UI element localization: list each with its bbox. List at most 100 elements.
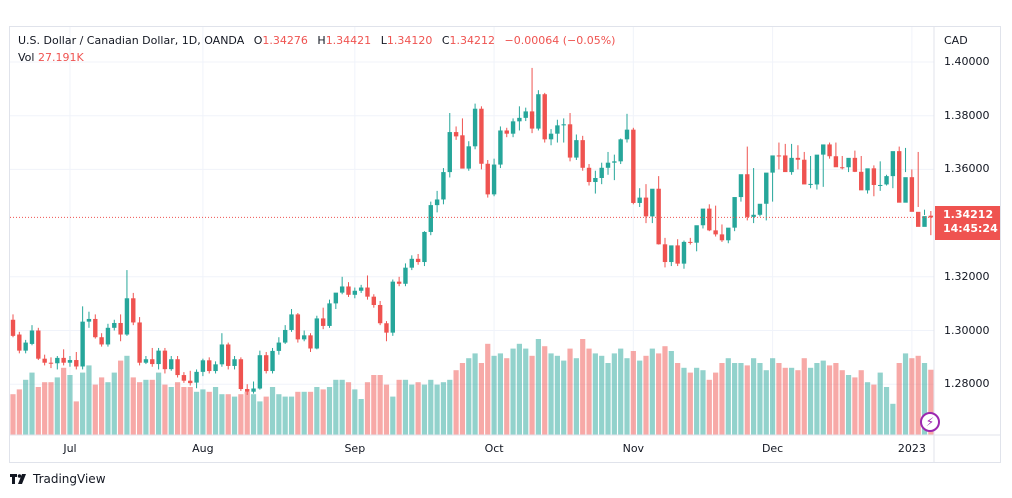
candle-body (118, 322, 123, 335)
candle-body (618, 139, 623, 162)
candle-body (903, 177, 908, 203)
volume-bar (858, 370, 864, 435)
candle-body (162, 350, 168, 370)
candle (491, 158, 497, 197)
vol-value: 27.191K (37, 51, 84, 64)
volume-bar (510, 348, 516, 435)
candle (314, 315, 320, 350)
candle (99, 333, 104, 347)
candle-body (915, 211, 921, 227)
volume-bar (554, 355, 560, 435)
volume-bar (99, 377, 105, 435)
candle (143, 356, 149, 365)
volume-bar (371, 375, 377, 435)
candle-body (219, 344, 225, 365)
candle (118, 314, 123, 342)
volume-bar (751, 358, 757, 435)
volume-bar (250, 394, 257, 435)
candle (770, 155, 775, 202)
candle (726, 227, 731, 244)
candle (624, 113, 630, 143)
volume-bar (307, 391, 314, 435)
candle-body (694, 225, 699, 243)
candle-body (479, 108, 484, 164)
candle (67, 356, 73, 367)
candle-body (770, 155, 775, 173)
candle-body (726, 227, 731, 241)
candle-body (865, 168, 870, 191)
candle (447, 113, 452, 178)
candle (371, 294, 377, 308)
candle-body (498, 130, 503, 165)
volume-bar (383, 384, 390, 435)
candle (928, 211, 934, 236)
tradingview-logo[interactable]: TradingView (10, 472, 106, 486)
lightning-icon[interactable]: ⚡ (920, 412, 940, 432)
volume-bar (580, 339, 586, 435)
candle (498, 126, 503, 169)
volume-bar (92, 384, 98, 435)
volume-bar (137, 382, 143, 435)
candle (637, 188, 642, 207)
candle-body (466, 146, 471, 169)
volume-bar (485, 343, 491, 435)
candle (561, 118, 566, 143)
volume-bar (29, 372, 35, 435)
candle (188, 370, 193, 386)
candle-body (789, 157, 794, 173)
volume-bar (738, 363, 744, 435)
candle (631, 127, 636, 205)
volume-bar (333, 379, 339, 435)
volume-bar (453, 370, 459, 435)
low-label: L (380, 34, 387, 47)
volume-bar (23, 379, 29, 435)
volume-bar (48, 382, 54, 435)
current-price-badge: 1.34212 14:45:24 (935, 206, 1000, 240)
volume-bar (845, 375, 852, 435)
candle-body (93, 318, 98, 338)
candle-body (897, 151, 902, 203)
candle-body (840, 167, 845, 169)
volume-bar (16, 389, 22, 435)
candle-body (295, 314, 301, 340)
volume-bar (447, 379, 453, 435)
candle-body (700, 208, 706, 226)
candle (150, 347, 155, 367)
volume-bar (206, 391, 212, 435)
volume-bar (807, 367, 814, 435)
volume-bar (263, 396, 269, 435)
volume-bar (902, 353, 909, 435)
candle (289, 309, 294, 332)
candle-body (270, 350, 275, 372)
candle-body (213, 364, 218, 372)
candle (529, 67, 535, 134)
candle (17, 331, 22, 354)
candle (434, 190, 440, 213)
candle-body (10, 319, 16, 336)
volume-bar (586, 348, 592, 435)
volume-bar (73, 401, 79, 435)
candle (320, 307, 326, 330)
volume-bar (567, 348, 573, 435)
volume-bar (162, 384, 168, 435)
candle (890, 151, 896, 189)
volume-bar (871, 384, 877, 435)
volume-bar (643, 355, 649, 435)
candle-body (188, 380, 193, 384)
candle (10, 314, 16, 338)
volume-bar (694, 367, 700, 435)
candle-body (833, 156, 839, 168)
volume-bar (396, 379, 402, 435)
candle-body (536, 94, 541, 129)
candle (745, 146, 750, 221)
candle (580, 135, 585, 171)
volume-bar (573, 358, 579, 435)
volume-bar (757, 363, 763, 435)
candle-body (517, 117, 522, 122)
volume-legend: Vol 27.191K (18, 51, 84, 64)
volume-bar (788, 367, 795, 435)
candle-body (339, 286, 345, 293)
volume-bar (675, 363, 681, 435)
tradingview-logo-icon (10, 474, 26, 484)
